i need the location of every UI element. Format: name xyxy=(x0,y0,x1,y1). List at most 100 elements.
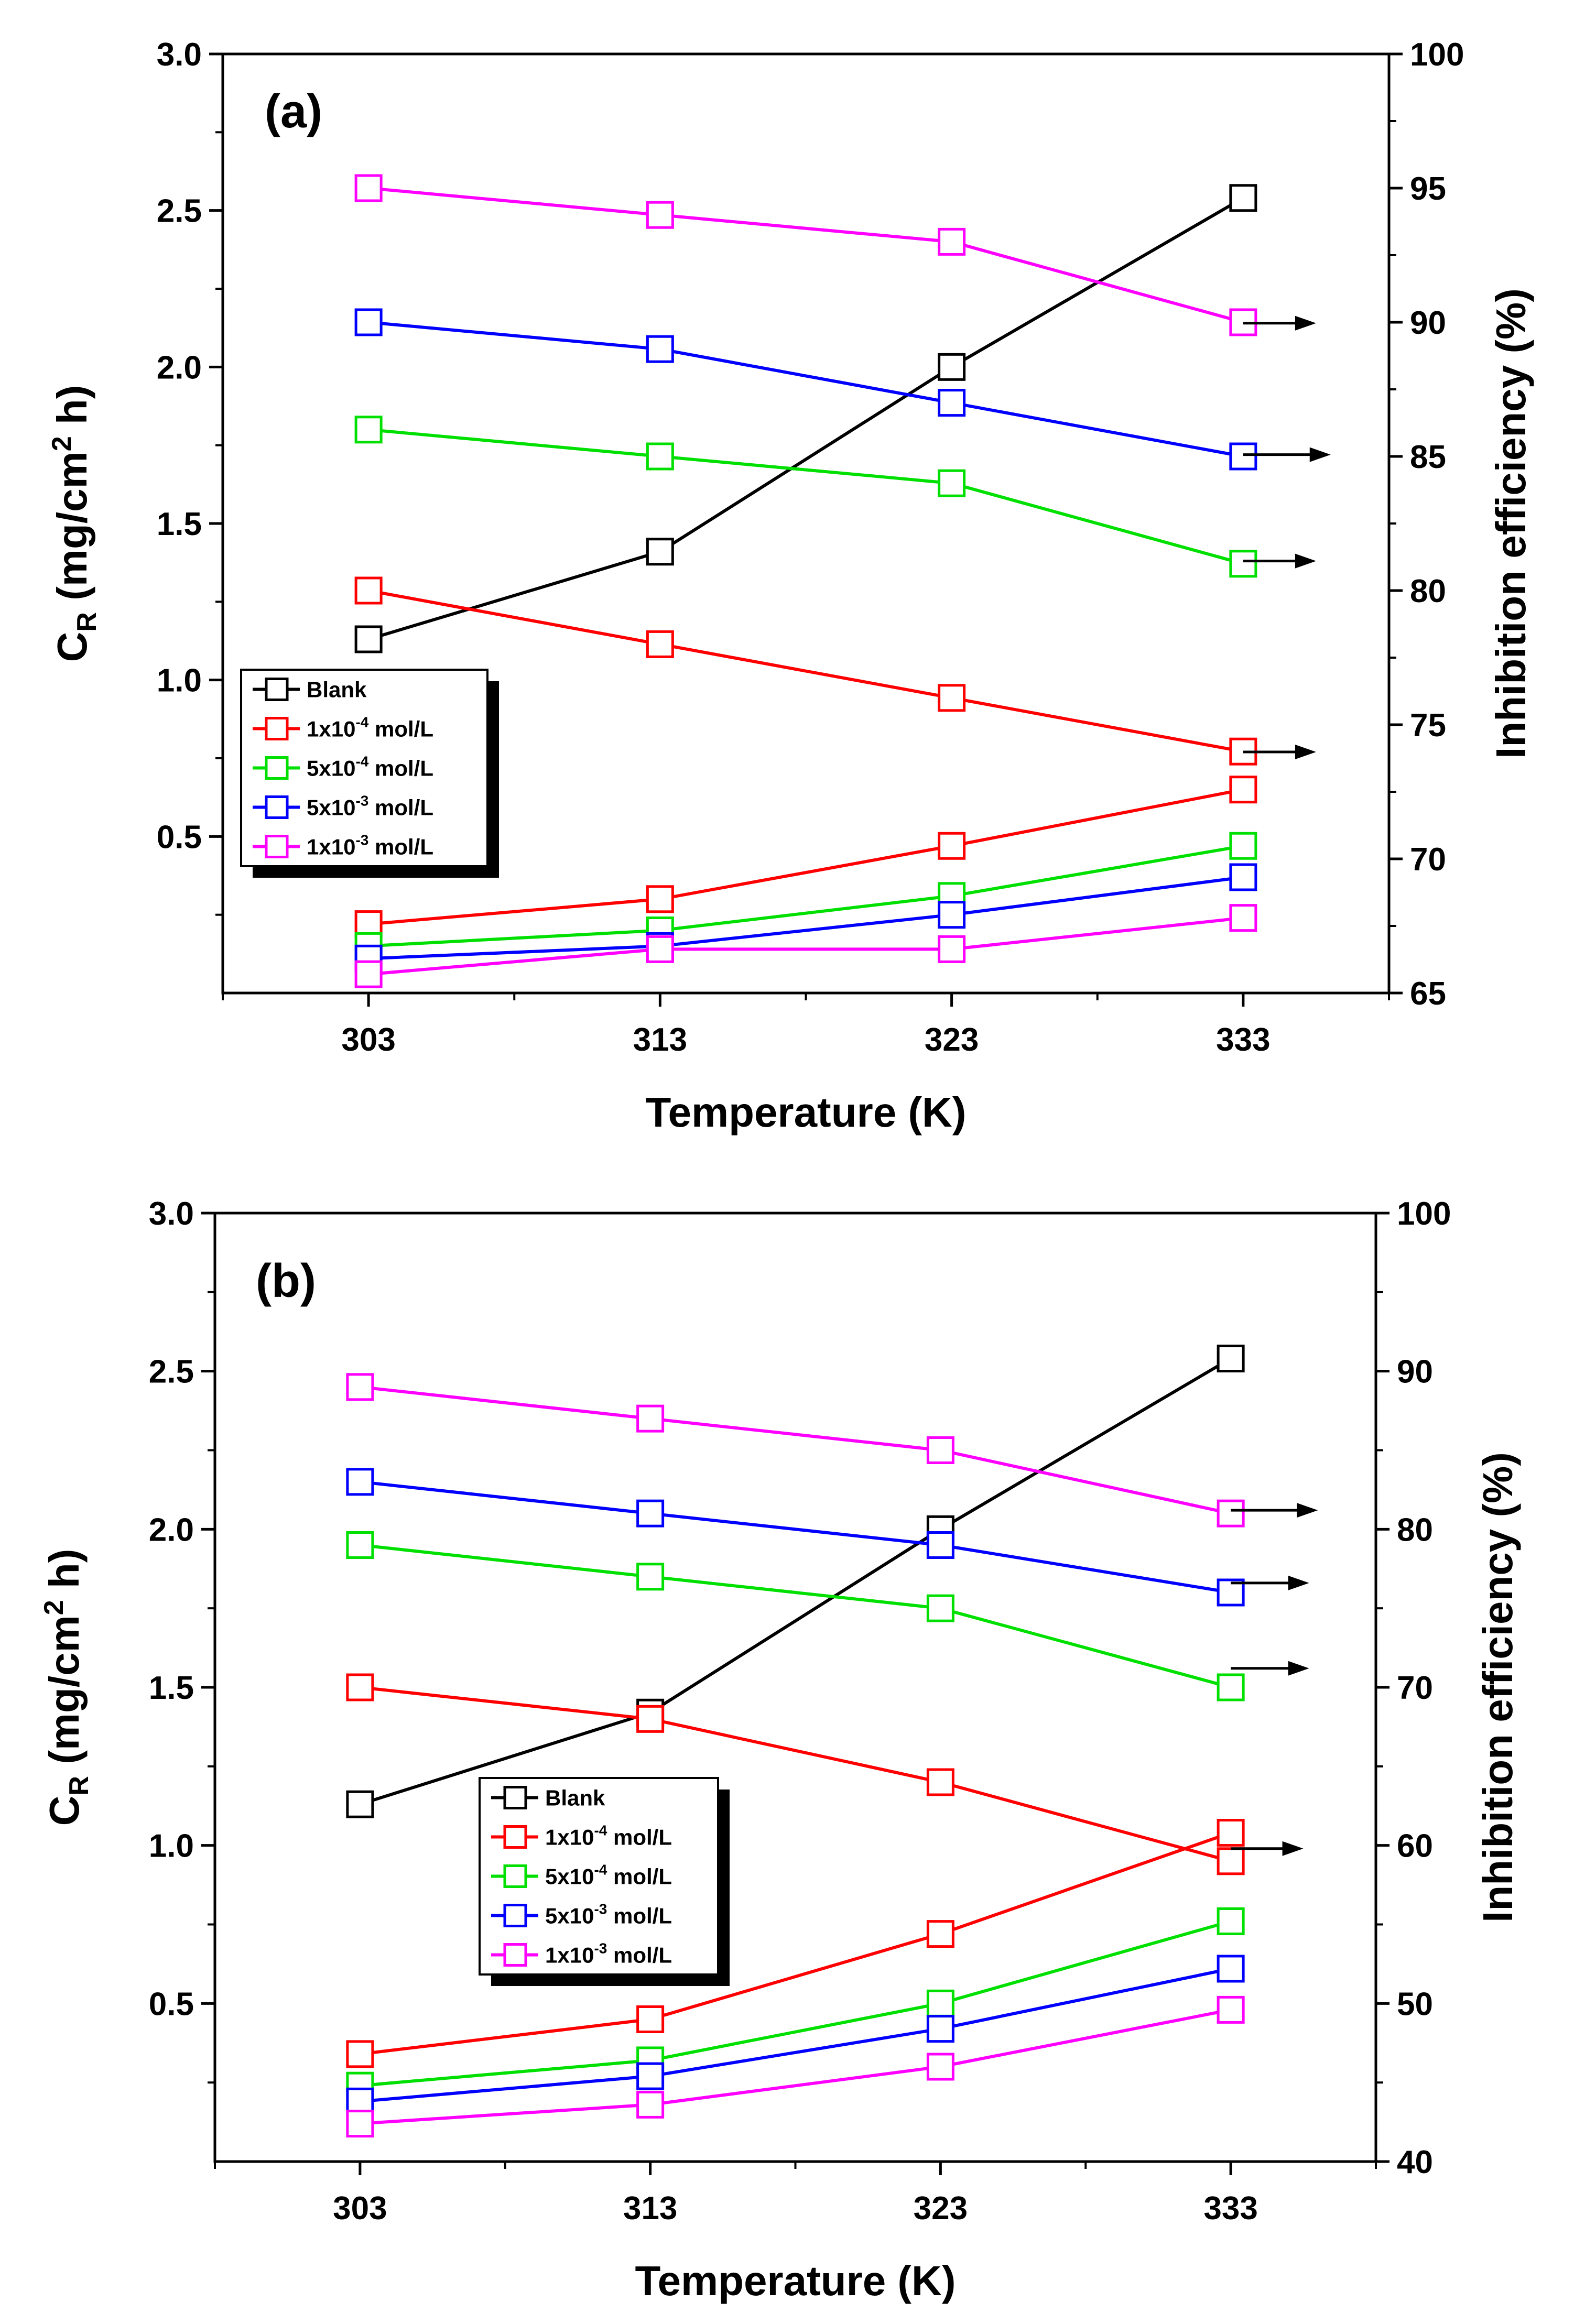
data-point xyxy=(926,1920,954,1948)
legend-marker xyxy=(265,717,289,740)
chart-panel-b: 303 313 323 333 0.5 1.0 1.5 2.0 2.5 3.0 40 50 60 70 80… xyxy=(39,1196,1521,2304)
data-point xyxy=(938,469,966,497)
x-tick-label: 303 xyxy=(333,2190,387,2227)
data-point xyxy=(346,2040,374,2068)
data-point xyxy=(926,1594,954,1622)
left-tick-label: 3.0 xyxy=(149,1196,194,1232)
x-tick-label: 323 xyxy=(914,2190,968,2227)
legend-marker xyxy=(503,1786,527,1809)
left-axis-title-rest: (mg/cm xyxy=(49,451,95,612)
data-point xyxy=(636,2005,665,2033)
legend-label-unit: mol/L xyxy=(368,835,433,859)
data-point xyxy=(354,308,383,336)
data-point xyxy=(636,2062,665,2090)
data-point xyxy=(938,227,966,256)
legend-label-exp: -3 xyxy=(355,793,368,809)
data-point xyxy=(938,935,966,963)
legend-label-exp: -3 xyxy=(594,1940,607,1957)
axis-arrow-head xyxy=(1282,1841,1304,1856)
data-point xyxy=(346,1790,374,1818)
data-point xyxy=(938,832,966,860)
legend-label-exp: -4 xyxy=(355,754,368,770)
data-point xyxy=(1229,550,1257,578)
data-point xyxy=(346,2110,374,2138)
data-point xyxy=(1217,1499,1245,1527)
axis-arrow-head xyxy=(1309,447,1331,462)
data-point xyxy=(646,538,674,566)
left-tick-label: 1.0 xyxy=(157,663,202,699)
left-tick-label: 2.0 xyxy=(149,1512,194,1548)
data-point xyxy=(354,174,383,202)
right-axis-title: Inhibition efficiency (%) xyxy=(1474,1452,1521,1923)
legend-marker xyxy=(503,1943,527,1967)
legend-label-base: 5x10 xyxy=(307,795,355,820)
legend-label: Blank xyxy=(307,678,367,702)
left-tick-label: 1.5 xyxy=(149,1670,194,1706)
data-point xyxy=(1217,1345,1245,1373)
x-axis-title: Temperature (K) xyxy=(635,2257,956,2304)
axis-arrow-head xyxy=(1288,1575,1309,1590)
data-point xyxy=(1217,1819,1245,1847)
left-tick-label: 2.0 xyxy=(157,350,202,386)
series-line xyxy=(360,1831,1232,2056)
data-point xyxy=(1217,1995,1245,2024)
axis-arrow-head xyxy=(1297,1503,1318,1518)
legend-label-unit: mol/L xyxy=(607,1864,672,1889)
legend-label: 1x10-4 mol/L xyxy=(307,714,433,741)
x-tick-label: 313 xyxy=(623,2190,677,2227)
data-point xyxy=(646,442,674,471)
left-tick-label: 0.5 xyxy=(149,1986,194,2022)
data-point xyxy=(926,1436,954,1464)
left-axis-title-sub: R xyxy=(64,1776,94,1796)
data-point xyxy=(636,2090,665,2119)
series-line xyxy=(368,589,1244,754)
legend-label-unit: mol/L xyxy=(607,1904,672,1928)
left-axis-title-end: h) xyxy=(49,385,95,437)
data-point xyxy=(1229,184,1257,212)
series-line xyxy=(368,187,1244,324)
x-tick-label: 303 xyxy=(341,1022,395,1058)
legend-label: 1x10-3 mol/L xyxy=(307,832,433,859)
right-tick-label: 85 xyxy=(1410,439,1446,475)
right-tick-label: 70 xyxy=(1410,842,1446,878)
data-point xyxy=(1229,863,1257,891)
legend-label-base: 1x10 xyxy=(307,717,355,741)
series-line xyxy=(368,197,1244,641)
data-point xyxy=(346,1373,374,1401)
left-tick-label: 2.5 xyxy=(157,193,202,230)
series-line xyxy=(360,2008,1231,2125)
legend-label-base: Blank xyxy=(545,1786,605,1810)
data-point xyxy=(354,960,383,988)
series-line xyxy=(360,1686,1231,1863)
series-line xyxy=(368,321,1244,458)
data-point xyxy=(354,625,383,653)
legend-label-unit: mol/L xyxy=(368,717,433,741)
right-axis-title: Inhibition efficiency (%) xyxy=(1488,288,1534,759)
x-axis-title: Temperature (K) xyxy=(646,1089,967,1136)
data-point xyxy=(1217,1955,1245,1983)
right-tick-label: 80 xyxy=(1397,1512,1433,1548)
data-point xyxy=(636,1404,665,1433)
x-tick-label: 313 xyxy=(633,1022,687,1058)
right-tick-label: 40 xyxy=(1397,2144,1433,2180)
left-tick-label: 3.0 xyxy=(157,37,202,73)
legend-label-exp: -4 xyxy=(594,1823,607,1839)
legend-label-unit: mol/L xyxy=(607,1825,672,1850)
data-point xyxy=(346,1673,374,1701)
data-point xyxy=(926,1531,954,1559)
legend-label-base: 1x10 xyxy=(545,1943,594,1968)
data-point xyxy=(636,1705,665,1733)
right-tick-label: 60 xyxy=(1397,1828,1433,1864)
data-point xyxy=(926,2053,954,2081)
data-point xyxy=(646,885,674,913)
data-point xyxy=(938,353,966,381)
data-point xyxy=(646,630,674,658)
legend-marker xyxy=(265,795,289,819)
series-line xyxy=(368,916,1244,976)
data-point xyxy=(1217,1847,1245,1875)
right-tick-label: 100 xyxy=(1410,37,1464,73)
series-line xyxy=(368,428,1244,565)
left-tick-label: 1.5 xyxy=(157,506,202,542)
